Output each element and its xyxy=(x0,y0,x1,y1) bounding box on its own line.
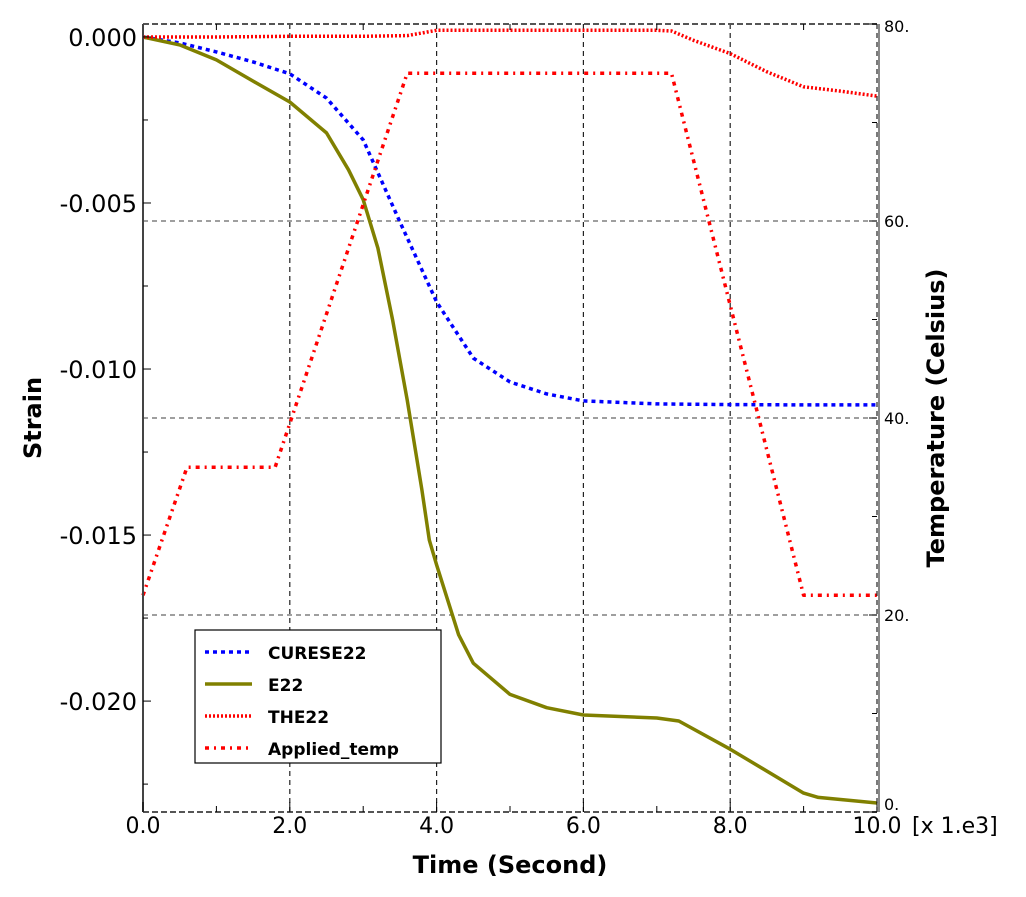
series-line-curese22 xyxy=(142,35,877,407)
series-line-applied-temp xyxy=(141,71,877,598)
y-tick-label: -0.015 xyxy=(60,522,137,550)
legend-label: E22 xyxy=(268,676,303,696)
legend: CURESE22 E22 THE22 Applied_temp xyxy=(194,629,442,764)
x-tick-label: 4.0 xyxy=(419,814,454,839)
legend-label: Applied_temp xyxy=(268,740,399,760)
y2-tick-label: 20. xyxy=(884,606,909,625)
y2-tick-label: 40. xyxy=(884,409,909,428)
x-tick-label: 2.0 xyxy=(272,814,307,839)
x-axis-multiplier: [x 1.e3] xyxy=(912,814,998,839)
series-line-the22 xyxy=(143,28,878,98)
series-line-e22 xyxy=(142,35,878,805)
x-tick-label: 0.0 xyxy=(126,814,161,839)
series-layer xyxy=(141,28,878,805)
y2-axis-title: Temperature (Celsius) xyxy=(922,269,950,568)
legend-label: THE22 xyxy=(268,708,329,728)
plot-frame xyxy=(142,23,880,813)
y-tick-label: -0.010 xyxy=(60,356,137,384)
legend-box xyxy=(194,629,442,764)
axis-ticks xyxy=(142,23,878,813)
y-tick-label: -0.020 xyxy=(60,688,137,716)
y2-tick-label: 80. xyxy=(884,17,909,36)
y-tick-label: -0.005 xyxy=(60,190,137,218)
x-axis-title: Time (Second) xyxy=(413,851,608,879)
y-tick-label: 0.000 xyxy=(68,24,137,52)
y2-tick-label: 0. xyxy=(884,795,899,814)
tick-labels: 0.0 2.0 4.0 6.0 8.0 10.0 0.000 -0.005 -0.010 -0.0… xyxy=(60,17,910,839)
y2-tick-label: 60. xyxy=(884,212,909,231)
x-tick-label: 6.0 xyxy=(566,814,601,839)
y-axis-title: Strain xyxy=(19,377,47,459)
x-tick-label: 8.0 xyxy=(713,814,748,839)
legend-label: CURESE22 xyxy=(268,644,367,664)
x-tick-label: 10.0 xyxy=(853,814,902,839)
